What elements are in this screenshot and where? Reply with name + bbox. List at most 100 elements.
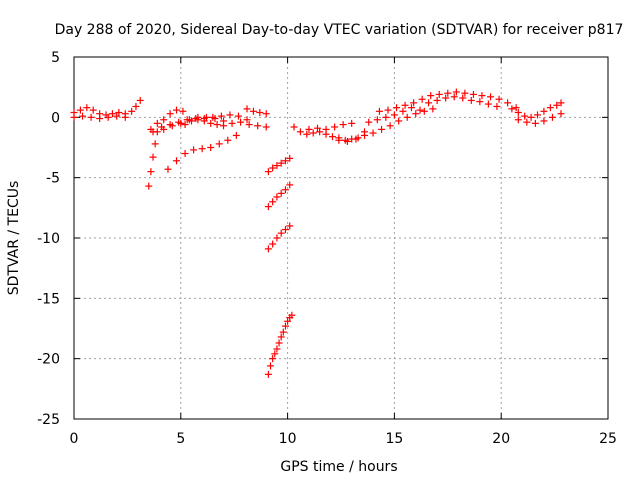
data-point: [190, 146, 198, 154]
data-point: [461, 89, 469, 97]
data-point: [254, 122, 262, 130]
data-point: [262, 123, 270, 131]
data-point: [425, 99, 433, 107]
data-point: [286, 154, 294, 162]
data-point: [217, 112, 225, 120]
data-point: [108, 110, 116, 118]
data-point: [416, 106, 424, 114]
data-point: [168, 122, 176, 130]
data-point: [187, 117, 195, 125]
data-point: [256, 109, 264, 117]
data-point: [166, 110, 174, 118]
data-point: [286, 222, 294, 230]
data-point: [269, 355, 277, 363]
data-point: [277, 229, 285, 237]
data-point: [369, 129, 377, 137]
data-point: [281, 322, 289, 330]
data-point: [273, 234, 281, 242]
data-point: [279, 328, 287, 336]
data-point: [245, 121, 253, 129]
data-point: [450, 93, 458, 101]
y-tick-labels: 5 0 -5 -10 -15 -20 -25: [37, 50, 60, 428]
data-point: [459, 94, 467, 102]
data-point: [136, 96, 144, 104]
data-point: [427, 92, 435, 100]
data-point: [237, 118, 245, 126]
data-point: [151, 140, 159, 148]
data-point: [269, 198, 277, 206]
data-point: [365, 118, 373, 126]
data-point: [177, 119, 185, 127]
data-point: [527, 113, 535, 121]
data-point: [213, 121, 221, 129]
data-point: [435, 90, 443, 98]
data-point: [540, 117, 548, 125]
data-point: [132, 102, 140, 110]
data-point: [181, 121, 189, 129]
data-point: [303, 130, 311, 138]
data-point: [145, 182, 153, 190]
data-point: [173, 157, 181, 165]
data-point: [523, 118, 531, 126]
data-point: [322, 125, 330, 133]
data-point: [352, 135, 360, 143]
data-point: [153, 119, 161, 127]
data-point: [495, 95, 503, 103]
y-tick-label: -5: [46, 171, 60, 187]
data-point: [296, 128, 304, 136]
data-point: [173, 106, 181, 114]
data-point: [277, 333, 285, 341]
data-point: [348, 119, 356, 127]
y-tick-label: -15: [37, 291, 60, 307]
data-point: [226, 111, 234, 119]
data-point: [113, 112, 121, 120]
data-point: [343, 137, 351, 145]
data-point: [444, 89, 452, 97]
data-point: [76, 106, 84, 114]
data-point: [557, 110, 565, 118]
y-tick-label: 0: [51, 110, 60, 126]
data-point: [504, 99, 512, 107]
data-point: [309, 129, 317, 137]
data-point: [83, 104, 91, 112]
data-point: [429, 105, 437, 113]
x-tick-label: 5: [176, 431, 185, 447]
data-point: [534, 111, 542, 119]
data-point: [410, 99, 418, 107]
x-tick-labels: 0 5 10 15 20 25: [70, 431, 617, 447]
data-point: [469, 90, 477, 98]
data-point: [147, 168, 155, 176]
data-point: [128, 107, 136, 115]
x-tick-label: 10: [279, 431, 297, 447]
data-point: [328, 133, 336, 141]
data-point: [160, 125, 168, 133]
y-tick-label: -10: [37, 231, 60, 247]
data-point: [531, 119, 539, 127]
data-point: [403, 113, 411, 121]
data-point: [243, 105, 251, 113]
x-axis-label: GPS time / hours: [280, 459, 397, 475]
data-point: [514, 116, 522, 124]
y-tick-label: 5: [51, 50, 60, 66]
data-point: [275, 339, 283, 347]
data-point: [207, 144, 215, 151]
data-point: [442, 94, 450, 102]
data-point: [79, 112, 87, 120]
data-point: [273, 162, 281, 170]
data-point: [262, 110, 270, 118]
data-point: [393, 104, 401, 112]
data-point: [273, 193, 281, 201]
data-point: [548, 113, 556, 121]
data-point: [264, 168, 272, 176]
data-point: [281, 226, 289, 234]
data-point: [269, 164, 277, 172]
data-point: [220, 122, 228, 130]
data-point: [215, 140, 223, 148]
data-point: [331, 123, 339, 131]
chart-title: Day 288 of 2020, Sidereal Day-to-day VTE…: [55, 22, 624, 38]
data-point: [514, 109, 522, 117]
data-point: [243, 116, 251, 124]
data-point: [335, 136, 343, 144]
data-point: [121, 113, 129, 121]
